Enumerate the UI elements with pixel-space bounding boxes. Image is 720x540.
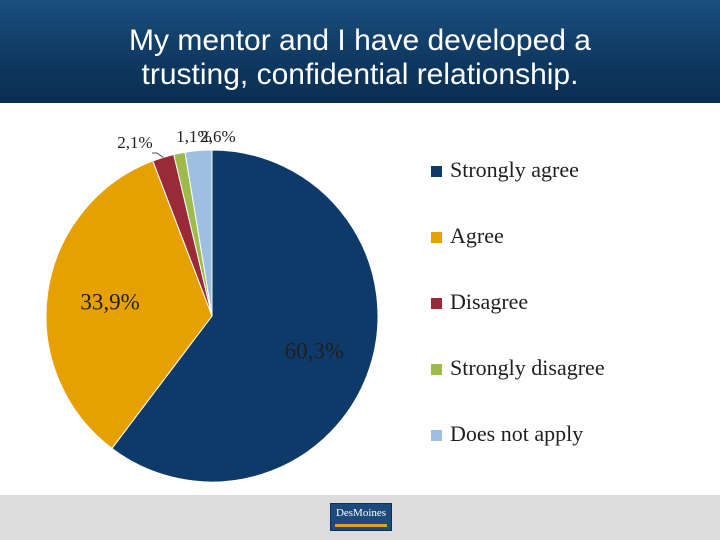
legend-label-disagree: Disagree (450, 289, 528, 314)
data-label-disagree: 2,1% (117, 133, 152, 152)
legend-swatch-agree (431, 232, 442, 243)
pie-slice-does-not-apply (184, 149, 213, 317)
data-label-strongly-agree: 60,3% (285, 338, 344, 363)
legend-label-does-not-apply: Does not apply (450, 421, 583, 446)
leader-line-disagree (152, 152, 164, 158)
data-label-does-not-apply: 2,6% (200, 127, 235, 146)
legend-swatch-does-not-apply (431, 430, 442, 441)
legend-label-strongly-disagree: Strongly disagree (450, 355, 605, 380)
logo-stripe (335, 524, 387, 527)
data-label-agree: 33,9% (80, 289, 139, 314)
legend-label-agree: Agree (450, 223, 504, 248)
pie-slice-strongly-agree (111, 149, 379, 483)
legend-swatch-strongly-disagree (431, 364, 442, 375)
data-label-strongly-disagree: 1,1% (176, 127, 211, 146)
des-moines-logo: DesMoines (330, 503, 392, 531)
chart-title-line-1: My mentor and I have developed a (129, 24, 591, 57)
logo-text: DesMoines (335, 507, 387, 519)
chart-title-line-2: trusting, confidential relationship. (141, 58, 579, 91)
pie-slice-agree (45, 160, 213, 450)
pie-chart: 60,3% 33,9% 2,1% 1,1%2,6% Strongly agree Agr… (45, 127, 605, 483)
legend-label-strongly-agree: Strongly agree (450, 157, 579, 182)
footer-bar: DesMoines (0, 495, 720, 540)
legend-swatch-disagree (431, 298, 442, 309)
legend-swatch-strongly-agree (431, 166, 442, 177)
title-bar: My mentor and I have developed a trustin… (0, 0, 720, 103)
